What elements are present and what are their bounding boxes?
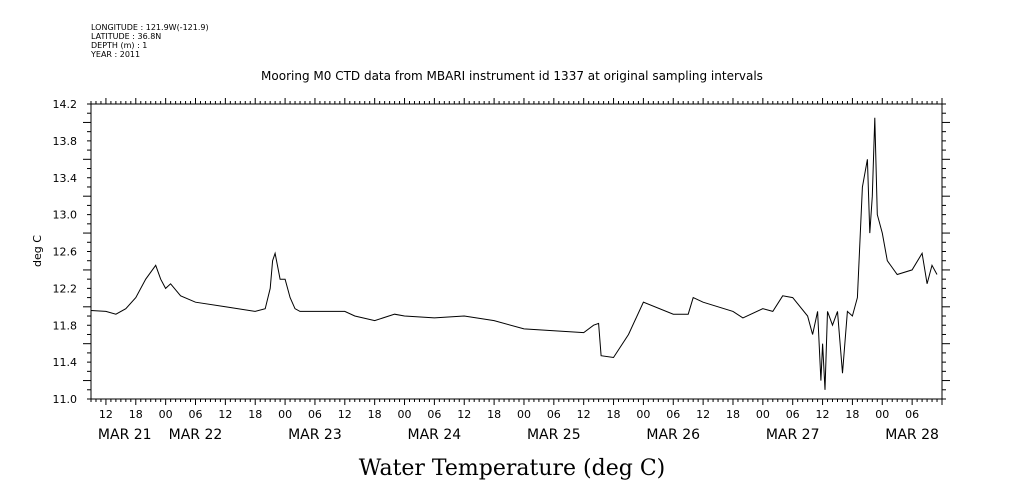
x-hour-label: 06 — [905, 408, 919, 421]
x-axis-label: Water Temperature (deg C) — [359, 456, 666, 481]
x-hour-label: 00 — [159, 408, 173, 421]
series-line-water-temperature — [90, 117, 938, 390]
x-hour-label: 06 — [308, 408, 322, 421]
x-hour-label: 18 — [129, 408, 143, 421]
x-hour-label: 12 — [218, 408, 232, 421]
x-hour-label: 12 — [99, 408, 113, 421]
x-hour-label: 18 — [845, 408, 859, 421]
y-tick-label: 12.2 — [53, 282, 78, 295]
y-tick-label: 12.6 — [53, 246, 78, 259]
depth-label: DEPTH (m) : 1 — [91, 41, 147, 50]
x-day-label: MAR 23 — [288, 427, 342, 443]
x-hour-label: 18 — [248, 408, 262, 421]
x-day-label: MAR 21 — [98, 427, 152, 443]
x-hour-label: 12 — [338, 408, 352, 421]
x-hour-label: 00 — [636, 408, 650, 421]
latitude-label: LATITUDE : 36.8N — [91, 32, 161, 41]
y-tick-label: 14.2 — [53, 98, 78, 111]
axis-ticks — [83, 98, 950, 405]
chart-title: Mooring M0 CTD data from MBARI instrumen… — [261, 69, 763, 83]
x-hour-label: 12 — [696, 408, 710, 421]
x-hour-label: 18 — [726, 408, 740, 421]
x-hour-label: 06 — [547, 408, 561, 421]
y-tick-label: 11.4 — [53, 356, 78, 369]
x-day-label: MAR 28 — [885, 427, 939, 443]
x-hour-label: 18 — [487, 408, 501, 421]
longitude-label: LONGITUDE : 121.9W(-121.9) — [91, 23, 209, 32]
x-hour-label: 18 — [368, 408, 382, 421]
x-day-label: MAR 25 — [527, 427, 581, 443]
x-hour-label: 18 — [607, 408, 621, 421]
x-hour-labels: 12 18 00 06 12 18 00 06 12 18 00 06 12 18 00 06 12 18 00 06… — [99, 408, 919, 421]
x-day-labels: MAR 21 MAR 22 MAR 23 MAR 24 MAR 25 MAR 26 MAR … — [98, 427, 939, 443]
x-hour-label: 06 — [666, 408, 680, 421]
x-hour-label: 00 — [875, 408, 889, 421]
y-tick-label: 13.0 — [53, 209, 78, 222]
x-hour-label: 06 — [427, 408, 441, 421]
x-day-label: MAR 22 — [169, 427, 223, 443]
x-day-label: MAR 27 — [766, 427, 820, 443]
year-label: YEAR : 2011 — [90, 50, 140, 59]
x-hour-label: 06 — [786, 408, 800, 421]
x-hour-label: 12 — [577, 408, 591, 421]
x-day-label: MAR 26 — [646, 427, 700, 443]
plot-frame — [90, 103, 943, 400]
y-tick-label: 11.0 — [53, 393, 78, 406]
x-hour-label: 12 — [816, 408, 830, 421]
x-hour-label: 06 — [189, 408, 203, 421]
y-tick-label: 11.8 — [53, 319, 78, 332]
y-tick-label: 13.8 — [53, 135, 78, 148]
x-hour-label: 00 — [756, 408, 770, 421]
y-axis-label: deg C — [31, 235, 44, 267]
y-tick-labels: 11.0 11.4 11.8 12.2 12.6 13.0 13.4 13.8 14.2 — [53, 98, 78, 406]
x-hour-label: 12 — [457, 408, 471, 421]
x-day-label: MAR 24 — [408, 427, 462, 443]
x-hour-label: 00 — [278, 408, 292, 421]
y-tick-label: 13.4 — [53, 172, 78, 185]
x-hour-label: 00 — [398, 408, 412, 421]
x-hour-label: 00 — [517, 408, 531, 421]
